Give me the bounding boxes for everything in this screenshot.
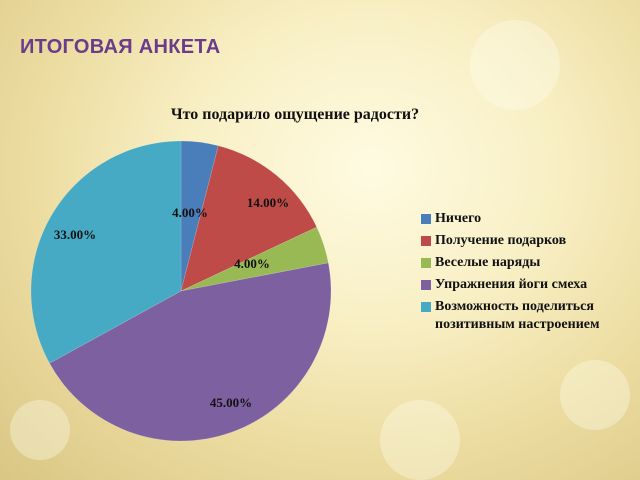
slide-title: ИТОГОВАЯ АНКЕТА [20, 36, 221, 58]
pie-slice [180, 140, 219, 292]
legend-label: Возможность поделиться позитивным настро… [435, 299, 600, 332]
legend-item: Возможность поделиться позитивным настро… [421, 298, 636, 334]
legend-item: Веселые наряды [421, 254, 636, 272]
background-flower [10, 400, 70, 460]
legend-label: Ничего [435, 211, 482, 226]
legend-swatch [421, 302, 431, 312]
legend-item: Получение подарков [421, 232, 636, 250]
legend-label: Упражнения йоги смеха [435, 277, 588, 292]
pie-slice [30, 140, 182, 364]
pie-slice [180, 145, 318, 292]
legend-label: Получение подарков [435, 233, 567, 248]
background-flower [560, 360, 630, 430]
data-label: 4.00% [172, 205, 208, 220]
chart-title: Что подарило ощущение радости? [170, 106, 420, 123]
legend-swatch [421, 214, 431, 224]
legend-item: Упражнения йоги смеха [421, 276, 636, 294]
legend-swatch [421, 236, 431, 246]
pie-slice [180, 226, 329, 292]
background-flower [470, 20, 560, 110]
background-flower [380, 400, 460, 480]
legend-item: Ничего [421, 210, 636, 228]
legend-label: Веселые наряды [435, 255, 541, 270]
legend-swatch [421, 280, 431, 290]
legend-swatch [421, 258, 431, 268]
chart-legend: Ничего Получение подарков Веселые наряды Уп… [421, 210, 636, 338]
data-label: 33.00% [54, 227, 96, 242]
pie-slice [49, 262, 332, 442]
data-label: 45.00% [210, 395, 252, 410]
data-label: 14.00% [247, 195, 289, 210]
data-label: 4.00% [234, 256, 270, 271]
